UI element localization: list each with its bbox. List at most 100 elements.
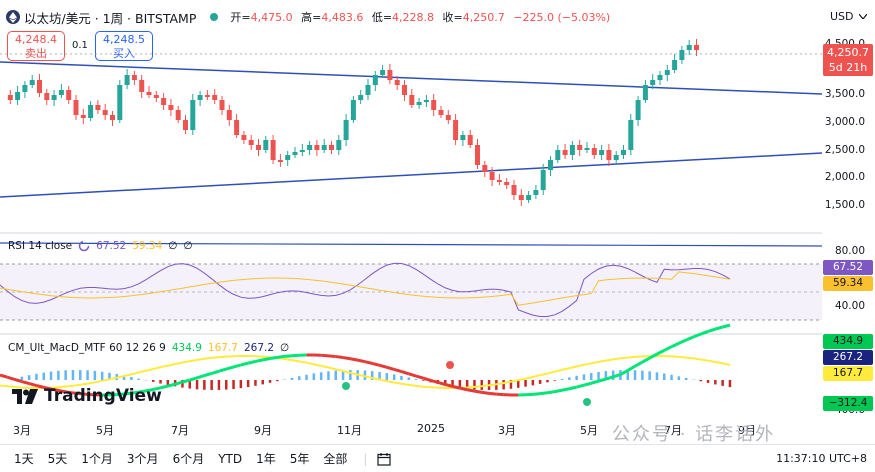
timeframe-1y[interactable]: 1年 bbox=[256, 452, 276, 466]
macd-bar bbox=[159, 380, 162, 384]
macd-bar bbox=[721, 380, 724, 386]
macd-legend[interactable]: CM_Ult_MacD_MTF 60 12 26 9 434.9 167.7 2… bbox=[8, 342, 290, 354]
candle bbox=[555, 150, 561, 160]
macd-segment bbox=[328, 354, 336, 359]
timeframe-1d[interactable]: 1天 bbox=[14, 452, 34, 466]
spread-value: 0.1 bbox=[72, 40, 88, 51]
buy-button[interactable]: 4,248.5 买入 bbox=[95, 31, 153, 61]
macd-segment bbox=[36, 384, 45, 389]
macd-bar bbox=[341, 370, 345, 380]
macd-segment bbox=[189, 376, 198, 382]
timeframe-3m[interactable]: 3个月 bbox=[126, 452, 159, 466]
macd-bar bbox=[210, 380, 213, 390]
candle bbox=[234, 120, 240, 135]
candle bbox=[438, 110, 444, 115]
calendar-icon[interactable] bbox=[377, 452, 392, 466]
candle bbox=[95, 105, 101, 110]
macd-line bbox=[0, 323, 731, 397]
macd-segment bbox=[233, 363, 242, 369]
candle bbox=[292, 152, 298, 155]
tradingview-icon bbox=[12, 388, 38, 404]
macd-bar bbox=[655, 372, 659, 380]
macd-segment bbox=[663, 345, 673, 352]
macd-bar bbox=[305, 374, 308, 380]
macd-bar bbox=[407, 377, 410, 380]
macd-segment bbox=[6, 375, 16, 381]
timeframe-6m[interactable]: 6个月 bbox=[172, 452, 205, 466]
macd-segment bbox=[321, 353, 329, 358]
macd-segment bbox=[262, 357, 271, 362]
symbol-title[interactable]: 以太坊/美元 · 1周 · BITSTAMP bbox=[24, 10, 197, 26]
chevron-down-icon bbox=[858, 14, 867, 19]
macd-bar bbox=[93, 370, 97, 380]
candle bbox=[650, 80, 656, 85]
macd-bar bbox=[706, 380, 710, 383]
support-trendline bbox=[0, 152, 822, 198]
macd-bar bbox=[166, 380, 170, 386]
macd-segment bbox=[605, 375, 614, 381]
rsi-legend[interactable]: RSI 14 close 67.52 59.34 ∅ ∅ bbox=[8, 240, 193, 252]
macd-tag-167: 167.7 bbox=[823, 366, 873, 381]
macd-bar bbox=[385, 373, 389, 380]
macd-segment bbox=[21, 380, 30, 386]
macd-bar bbox=[203, 380, 206, 390]
macd-bar bbox=[20, 376, 24, 380]
candle bbox=[73, 100, 79, 115]
macd-bar bbox=[626, 370, 629, 380]
macd-segment bbox=[437, 381, 446, 386]
timeframe-5d[interactable]: 5天 bbox=[47, 452, 68, 466]
macd-segment bbox=[459, 386, 468, 392]
timeframe-1m[interactable]: 1个月 bbox=[81, 452, 113, 466]
macd-segment bbox=[707, 327, 716, 333]
macd-segment bbox=[452, 384, 461, 390]
macd-bar bbox=[590, 373, 593, 380]
candle bbox=[548, 160, 553, 170]
candle bbox=[22, 85, 28, 92]
candle bbox=[7, 95, 13, 100]
macd-bar bbox=[648, 371, 651, 380]
macd-bar bbox=[276, 380, 279, 382]
macd-bar bbox=[261, 380, 264, 385]
timeframe-all[interactable]: 全部 bbox=[323, 452, 348, 466]
candle bbox=[190, 100, 196, 130]
macd-segment bbox=[211, 369, 220, 375]
candle bbox=[460, 135, 466, 140]
candle bbox=[679, 50, 685, 60]
time-axis[interactable]: 3月 5月 7月 9月 11月 2025 3月 5月 7月 9月 bbox=[13, 422, 756, 437]
current-price-tag: 4,250.7 5d 21h bbox=[823, 44, 873, 76]
macd-segment bbox=[145, 387, 154, 393]
candle bbox=[80, 115, 86, 118]
currency-selector[interactable]: USD bbox=[830, 10, 867, 23]
candle bbox=[270, 140, 276, 160]
candle bbox=[569, 145, 575, 155]
macd-bar bbox=[86, 370, 89, 380]
macd-segment bbox=[203, 371, 213, 378]
macd-segment bbox=[364, 360, 373, 365]
macd-segment bbox=[532, 392, 541, 396]
candle bbox=[299, 150, 305, 152]
candle bbox=[168, 105, 174, 110]
macd-bar bbox=[480, 380, 483, 390]
timeframe-5y[interactable]: 5年 bbox=[289, 452, 310, 466]
macd-cross-dot bbox=[446, 361, 454, 369]
candle bbox=[131, 75, 137, 80]
candle bbox=[402, 85, 407, 95]
rsi-trendline bbox=[0, 242, 822, 247]
candle bbox=[285, 155, 291, 160]
candle bbox=[175, 110, 181, 120]
clock[interactable]: 11:37:10 UTC+8 bbox=[776, 452, 867, 465]
macd-bar bbox=[334, 370, 337, 380]
macd-bar bbox=[195, 380, 199, 390]
macd-segment bbox=[576, 383, 585, 389]
macd-bar bbox=[188, 380, 191, 389]
timeframe-ytd[interactable]: YTD bbox=[218, 451, 243, 466]
sell-button[interactable]: 4,248.4 卖出 bbox=[7, 31, 65, 61]
macd-segment bbox=[612, 373, 621, 379]
macd-segment bbox=[648, 352, 658, 360]
macd-segment bbox=[598, 377, 607, 383]
macd-bar bbox=[663, 373, 666, 380]
price-chart[interactable] bbox=[0, 0, 822, 418]
resistance-trendline bbox=[0, 61, 822, 95]
candle bbox=[66, 90, 72, 100]
candle bbox=[44, 93, 50, 100]
